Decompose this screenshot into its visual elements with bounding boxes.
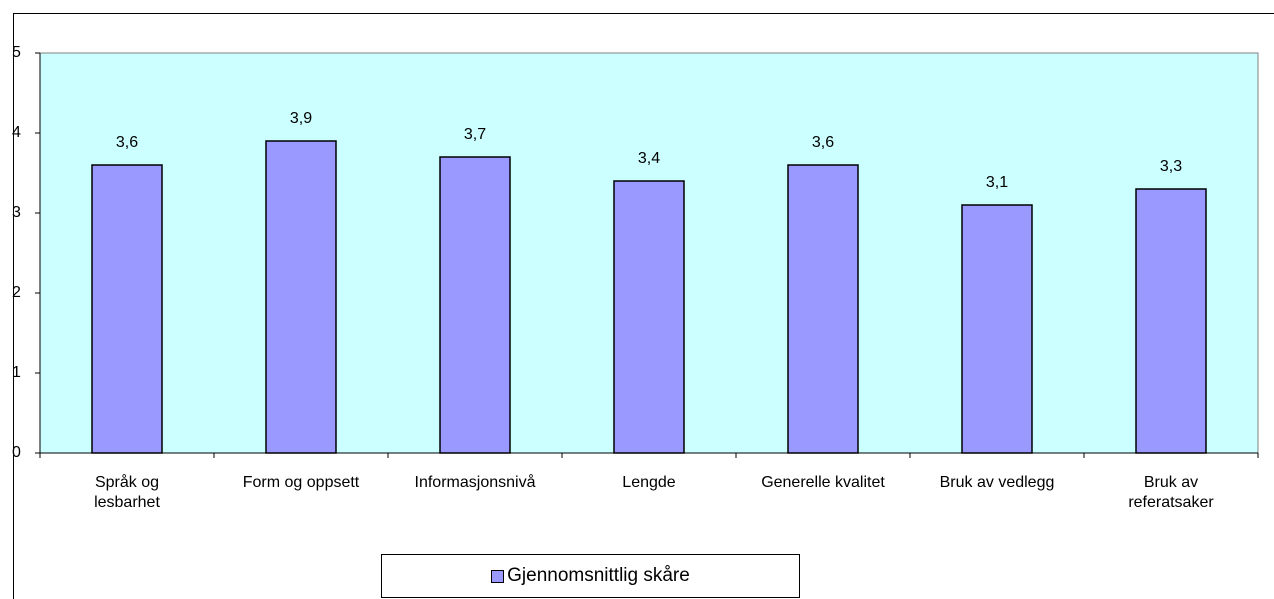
y-tick-label: 4 <box>12 124 21 141</box>
bar <box>91 164 163 454</box>
value-label: 3,9 <box>290 110 312 127</box>
bar <box>439 156 511 454</box>
x-tick-label: Språk og lesbarhet <box>94 474 160 511</box>
y-tick-label: 1 <box>12 364 21 381</box>
bar <box>961 204 1033 454</box>
chart-frame <box>13 13 1274 599</box>
value-label: 3,4 <box>638 150 660 167</box>
bar <box>787 164 859 454</box>
x-tick-label: Bruk av vedlegg <box>939 474 1055 491</box>
x-tick-label: Informasjonsnivå <box>414 474 536 491</box>
bar <box>1135 188 1207 454</box>
legend: Gjennomsnittlig skåre <box>381 554 800 598</box>
x-tick-label: Form og oppsett <box>242 474 360 491</box>
bar <box>265 140 337 454</box>
value-label: 3,3 <box>1160 158 1182 175</box>
legend-label: Gjennomsnittlig skåre <box>507 565 690 586</box>
value-label: 3,7 <box>464 126 486 143</box>
value-label: 3,6 <box>812 134 834 151</box>
legend-swatch <box>491 569 505 583</box>
x-tick-label: Lengde <box>622 474 676 491</box>
y-tick-label: 3 <box>12 204 21 221</box>
bar <box>613 180 685 454</box>
y-tick-label: 0 <box>12 444 21 461</box>
value-label: 3,6 <box>116 134 138 151</box>
value-label: 3,1 <box>986 174 1008 191</box>
y-tick-label: 2 <box>12 284 21 301</box>
x-tick-label: Bruk av referatsaker <box>1128 474 1214 511</box>
y-tick-label: 5 <box>12 44 21 61</box>
x-tick-label: Generelle kvalitet <box>761 474 885 491</box>
